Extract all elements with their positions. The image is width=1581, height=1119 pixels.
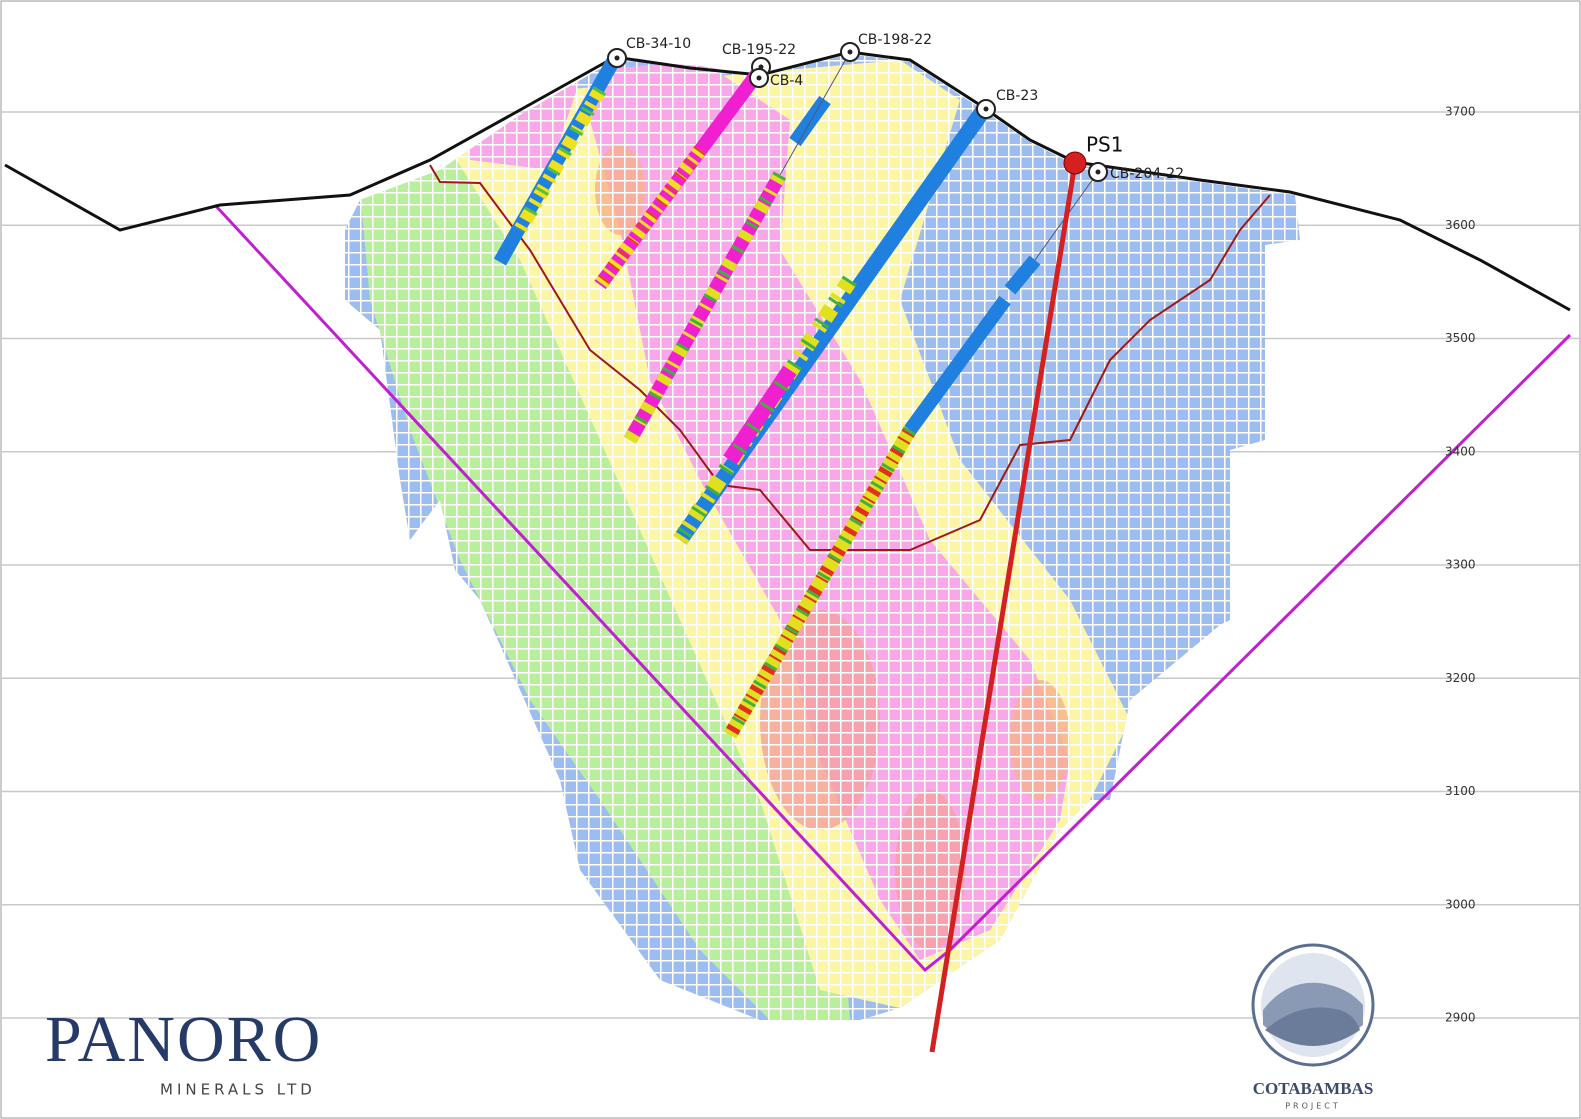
collar-dots	[614, 49, 1101, 175]
cotabambas-emblem	[1251, 943, 1375, 1067]
elevation-label: 3500	[1445, 331, 1476, 345]
elevation-label: 3600	[1445, 218, 1476, 232]
proposed-collar	[1063, 151, 1087, 175]
hole-label: CB-204-22	[1110, 166, 1184, 182]
cotabambas-subtitle: PROJECT	[1285, 1102, 1341, 1111]
hole-label: CB-195-22	[722, 42, 796, 58]
hole-label: CB-198-22	[858, 32, 932, 48]
drill-holes	[493, 51, 1099, 739]
elevation-label: 3300	[1445, 558, 1476, 572]
pit-shell	[429, 164, 1271, 551]
elevation-label: 3000	[1445, 897, 1476, 911]
elevation-label: 3400	[1445, 444, 1476, 458]
elevation-labels: 3700 3600 3500 3400 3300 3200 3100 3000 2900	[1445, 105, 1476, 1025]
panoro-subtitle: MINERALS LTD	[160, 1081, 316, 1099]
hole-label: CB-34-10	[626, 36, 691, 52]
hole-label: CB-23	[996, 88, 1038, 104]
proposed-hole-trace	[929, 162, 1078, 1053]
proposed-hole-label: PS1	[1086, 133, 1123, 157]
elevation-label: 3100	[1445, 784, 1476, 798]
hole-label: CB-4	[770, 73, 803, 89]
panoro-logo: PANORO	[45, 1003, 322, 1076]
cotabambas-logo: COTABAMBAS	[1253, 1079, 1374, 1098]
cone-limit	[213, 203, 1572, 973]
elevation-label: 3200	[1445, 671, 1476, 685]
elevation-label: 3700	[1445, 105, 1476, 119]
elevation-label: 2900	[1445, 1011, 1476, 1025]
